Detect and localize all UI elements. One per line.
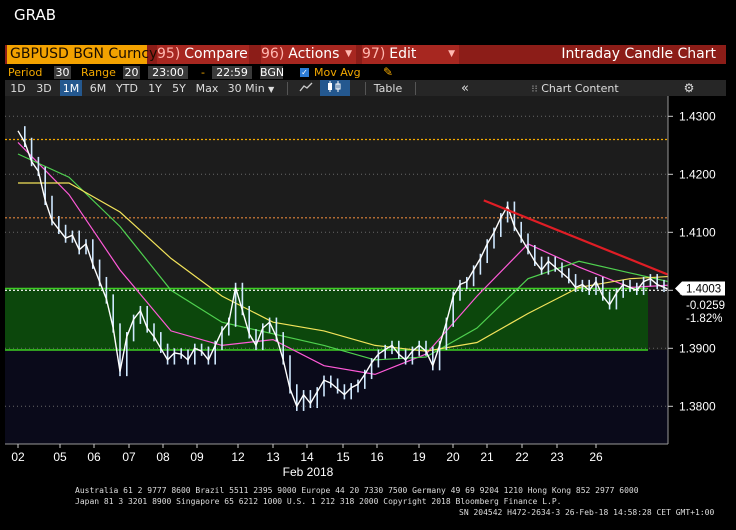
start-time-input[interactable]: 23:00 — [148, 66, 188, 79]
chart-content-button[interactable]: ⁝⁝ Chart Content — [525, 80, 625, 97]
edit-menu[interactable]: 97) Edit ▼ — [362, 45, 459, 64]
chevron-down-icon: ▼ — [345, 49, 352, 59]
y-tick-label: 1.4300 — [679, 109, 716, 123]
compare-menu[interactable]: 95)Compare▼ — [157, 45, 249, 78]
chart-content-label: Chart Content — [541, 82, 619, 95]
period-label: Period — [8, 66, 43, 79]
x-tick-label: 15 — [336, 450, 350, 464]
x-tick-label: 06 — [87, 450, 101, 464]
x-tick-label: 16 — [370, 450, 384, 464]
trend-line — [483, 199, 736, 304]
x-tick-label: 05 — [53, 450, 67, 464]
chevron-down-icon: ▼ — [448, 49, 455, 59]
chevron-down-icon: ▼ — [268, 85, 275, 94]
x-tick-label: 08 — [156, 450, 170, 464]
x-axis-month-label: Feb 2018 — [283, 465, 334, 479]
y-tick-label: 1.4200 — [679, 167, 716, 181]
grid-icon: ⁝⁝ — [531, 84, 538, 95]
footer-contacts: Australia 61 2 9777 8600 Brazil 5511 239… — [75, 486, 639, 495]
end-time-input[interactable]: 22:59 — [212, 66, 252, 79]
interval-dropdown[interactable]: 30 Min ▼ — [227, 80, 275, 97]
x-tick-label: 20 — [446, 450, 460, 464]
value-label: 1.4003 — [686, 284, 721, 296]
value-label: -1.82% — [686, 313, 722, 325]
window-title: GRAB — [14, 6, 56, 24]
range-button-1d[interactable]: 1D — [10, 82, 26, 95]
gear-icon[interactable]: ⚙ — [683, 81, 695, 95]
footer-session-info: SN 204542 H472-2634-3 26-Feb-18 14:58:28… — [459, 508, 715, 517]
x-tick-label: 19 — [412, 450, 426, 464]
edit-number: 97) — [362, 46, 386, 62]
x-tick-label: 23 — [550, 450, 564, 464]
line-chart-icon[interactable] — [295, 80, 317, 97]
range-button-ytd[interactable]: YTD — [116, 82, 138, 95]
y-tick-label: 1.4100 — [679, 225, 716, 239]
command-bar: GBPUSD BGN Curncy 95)Compare▼ 96)Actions… — [5, 45, 726, 78]
actions-menu[interactable]: 96) Actions ▼ — [261, 45, 356, 64]
time-dash: - — [201, 66, 205, 79]
divider — [365, 82, 366, 95]
range-button-max[interactable]: Max — [195, 82, 219, 95]
x-tick-label: 26 — [589, 450, 603, 464]
moving-average-line — [18, 182, 736, 352]
divider — [287, 82, 288, 95]
plot-lower-band — [5, 350, 668, 444]
x-tick-label: 22 — [515, 450, 529, 464]
pencil-icon[interactable]: ✎ — [383, 65, 394, 79]
security-field[interactable]: GBPUSD BGN Curncy — [7, 45, 157, 64]
range-label: Range — [81, 66, 116, 79]
range-input[interactable]: 20 — [123, 66, 140, 79]
y-axis-panel — [668, 96, 736, 444]
range-button-1y[interactable]: 1Y — [148, 82, 162, 95]
toolbar: 1D 3D 1M 6M YTD 1Y 5Y Max 30 Min ▼ Table… — [5, 80, 726, 97]
x-tick-label: 12 — [231, 450, 245, 464]
range-button-3d[interactable]: 3D — [36, 82, 52, 95]
table-button[interactable]: Table — [373, 82, 403, 95]
price-chart[interactable]: 1.43001.42001.41001.40001.39001.38001.40… — [0, 96, 736, 482]
range-button-5y[interactable]: 5Y — [172, 82, 186, 95]
y-tick-label: 1.3800 — [679, 399, 716, 413]
compare-label: Compare — [184, 46, 248, 62]
y-tick-label: 1.3900 — [679, 341, 716, 355]
settings-row: Period 30 Range 20 23:00 - 22:59 BGN ✓ M… — [5, 65, 726, 80]
actions-number: 96) — [261, 46, 285, 62]
moving-average-line — [17, 153, 736, 361]
collapse-left-icon[interactable]: « — [461, 81, 469, 96]
mov-avg-label: Mov Avg — [314, 66, 361, 79]
last-price-badge — [675, 281, 725, 296]
divider — [415, 82, 416, 95]
x-tick-label: 21 — [480, 450, 494, 464]
support-zone — [5, 288, 648, 351]
x-tick-label: 09 — [190, 450, 204, 464]
range-button-1m[interactable]: 1M — [60, 80, 82, 97]
x-tick-label: 07 — [122, 450, 136, 464]
mov-avg-checkbox[interactable]: ✓ — [300, 68, 309, 77]
footer-copyright: Japan 81 3 3201 8900 Singapore 65 6212 1… — [75, 497, 562, 506]
chart-type-title: Intraday Candle Chart — [561, 46, 716, 62]
value-label: -0.0259 — [686, 300, 725, 312]
range-button-6m[interactable]: 6M — [89, 82, 107, 95]
actions-label: Actions — [288, 46, 340, 62]
source-input[interactable]: BGN — [260, 66, 285, 79]
x-tick-label: 13 — [266, 450, 280, 464]
compare-number: 95) — [157, 46, 181, 62]
candle-chart-icon[interactable] — [320, 80, 350, 97]
moving-average-line — [17, 141, 736, 376]
interval-label: 30 Min — [227, 82, 265, 95]
x-tick-label: 14 — [300, 450, 314, 464]
edit-label: Edit — [389, 46, 417, 62]
x-tick-label: 02 — [11, 450, 25, 464]
period-input[interactable]: 30 — [54, 66, 71, 79]
